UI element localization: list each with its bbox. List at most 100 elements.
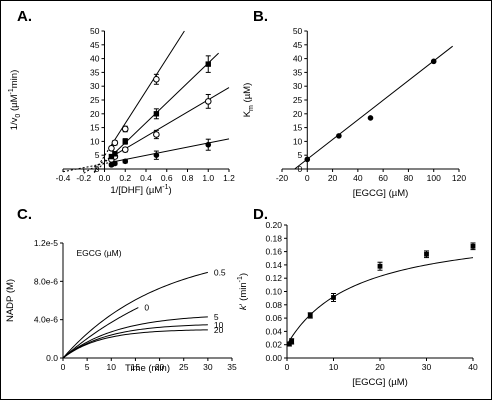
y-tick-label: 10 — [293, 136, 303, 146]
x-tick-label: 0.8 — [182, 173, 194, 183]
y-tick-label: 20 — [90, 109, 100, 119]
y-tick-label: 30 — [293, 81, 303, 91]
y-tick-label: 0.12 — [265, 273, 282, 283]
x-tick-label: 0 — [61, 362, 66, 372]
y-tick-label: 45 — [90, 40, 100, 50]
x-tick-label: 20 — [328, 173, 338, 183]
progress-curve — [62, 324, 208, 359]
x-tick-label: 40 — [468, 362, 478, 372]
y-tick-label: 4.0e-6 — [34, 315, 58, 325]
y-tick-label: 25 — [293, 95, 303, 105]
data-point — [424, 251, 429, 257]
data-point — [122, 158, 129, 165]
data-point — [121, 146, 129, 153]
panel-d: 0 10 20 30 40 0.00 0.02 0.04 0.06 0.08 0.10 0.12 0.1… — [237, 206, 478, 388]
data-point — [153, 131, 160, 138]
y-tick-label: 0.16 — [265, 247, 282, 257]
series-label: 10 — [214, 320, 224, 330]
x-tick-label: 30 — [422, 362, 432, 372]
x-tick-label: 1.0 — [202, 173, 214, 183]
x-tick-label: 10 — [329, 362, 339, 372]
data-point — [289, 338, 295, 344]
data-point — [122, 138, 128, 145]
series-label: 20 — [214, 325, 224, 335]
fit-line-extrapolated — [93, 147, 111, 173]
fit-curve — [287, 257, 474, 343]
data-point — [307, 313, 313, 318]
data-point — [367, 115, 374, 121]
data-point — [112, 151, 118, 157]
x-tick-label: 0.0 — [99, 173, 111, 183]
y-tick-label: 40 — [293, 54, 303, 64]
data-point — [205, 141, 212, 148]
x-tick-label: 1.2 — [223, 173, 235, 183]
x-tick-label: 30 — [203, 362, 213, 372]
x-tick-label: 0 — [285, 362, 290, 372]
y-tick-label: 5 — [95, 150, 100, 160]
y-tick-label: 15 — [90, 123, 100, 133]
y-tick-label: 0.08 — [265, 300, 282, 310]
y-tick-label: 30 — [90, 81, 100, 91]
x-tick-label: 40 — [353, 173, 363, 183]
y-tick-label: 40 — [90, 54, 100, 64]
data-point — [111, 139, 119, 147]
y-tick-label: 45 — [293, 40, 303, 50]
x-tick-label: 0.6 — [161, 173, 173, 183]
y-axis-label: 1/v0 (µM-1min) — [8, 70, 22, 131]
progress-curve — [62, 316, 208, 359]
y-tick-label: 8.0e-6 — [34, 276, 58, 286]
y-tick-label: 0.02 — [265, 340, 282, 350]
x-axis-label: Time (min) — [125, 363, 170, 374]
x-tick-label: 15 — [131, 362, 141, 372]
data-point — [430, 58, 437, 65]
y-tick-label: 0.04 — [265, 326, 282, 336]
y-axis-label: k' (min-1) — [237, 273, 249, 310]
progress-curve — [62, 307, 139, 359]
x-tick-label: 60 — [378, 173, 388, 183]
panel-c: 0 5 10 15 20 25 30 350.04.0e-68.0e-61.2e-5C.00.… — [5, 206, 237, 374]
y-tick-label: 0.0 — [46, 353, 58, 363]
x-axis-label: 1/[DHF] (µM-1) — [110, 184, 171, 196]
data-point — [331, 295, 336, 300]
x-tick-label: 120 — [452, 173, 466, 183]
x-axis-label: [EGCG] (µM) — [352, 377, 408, 388]
panel-label: D. — [253, 206, 268, 223]
y-tick-label: 0.18 — [265, 233, 282, 243]
fit-line — [109, 30, 185, 148]
y-tick-label: 10 — [90, 136, 100, 146]
data-point — [112, 160, 118, 167]
x-tick-label: 25 — [179, 362, 189, 372]
y-tick-label: 15 — [293, 123, 303, 133]
x-tick-label: 80 — [404, 173, 414, 183]
data-point — [377, 263, 383, 269]
x-tick-label: 0 — [305, 173, 310, 183]
legend-title: EGCG (µM) — [77, 248, 122, 258]
y-tick-label: 35 — [90, 67, 100, 77]
x-tick-label: -0.2 — [76, 173, 91, 183]
y-tick-label: 0.20 — [265, 220, 282, 230]
fit-line-extrapolated — [83, 157, 110, 174]
x-axis-label: [EGCG] (µM) — [353, 188, 409, 199]
data-point — [205, 61, 211, 67]
progress-curve — [62, 271, 208, 359]
panel-label: B. — [253, 8, 268, 25]
fit-line-extrapolated — [93, 157, 111, 173]
data-point — [121, 125, 129, 133]
y-tick-label: 0.06 — [265, 313, 282, 323]
panel-label: A. — [17, 8, 32, 25]
y-axis-label: Km (µM) — [242, 83, 255, 118]
y-tick-label: 0.10 — [265, 287, 282, 297]
data-point — [153, 152, 160, 158]
y-tick-label: 0 — [298, 164, 303, 174]
data-point — [153, 76, 160, 83]
y-tick-label: 25 — [90, 95, 100, 105]
x-tick-label: 10 — [107, 362, 117, 372]
x-tick-label: -20 — [276, 173, 289, 183]
progress-curve — [62, 329, 208, 359]
y-tick-label: 0.00 — [265, 353, 282, 363]
x-tick-label: 0.4 — [140, 173, 152, 183]
data-point — [336, 133, 342, 139]
y-tick-label: 1.2e-5 — [34, 238, 58, 248]
